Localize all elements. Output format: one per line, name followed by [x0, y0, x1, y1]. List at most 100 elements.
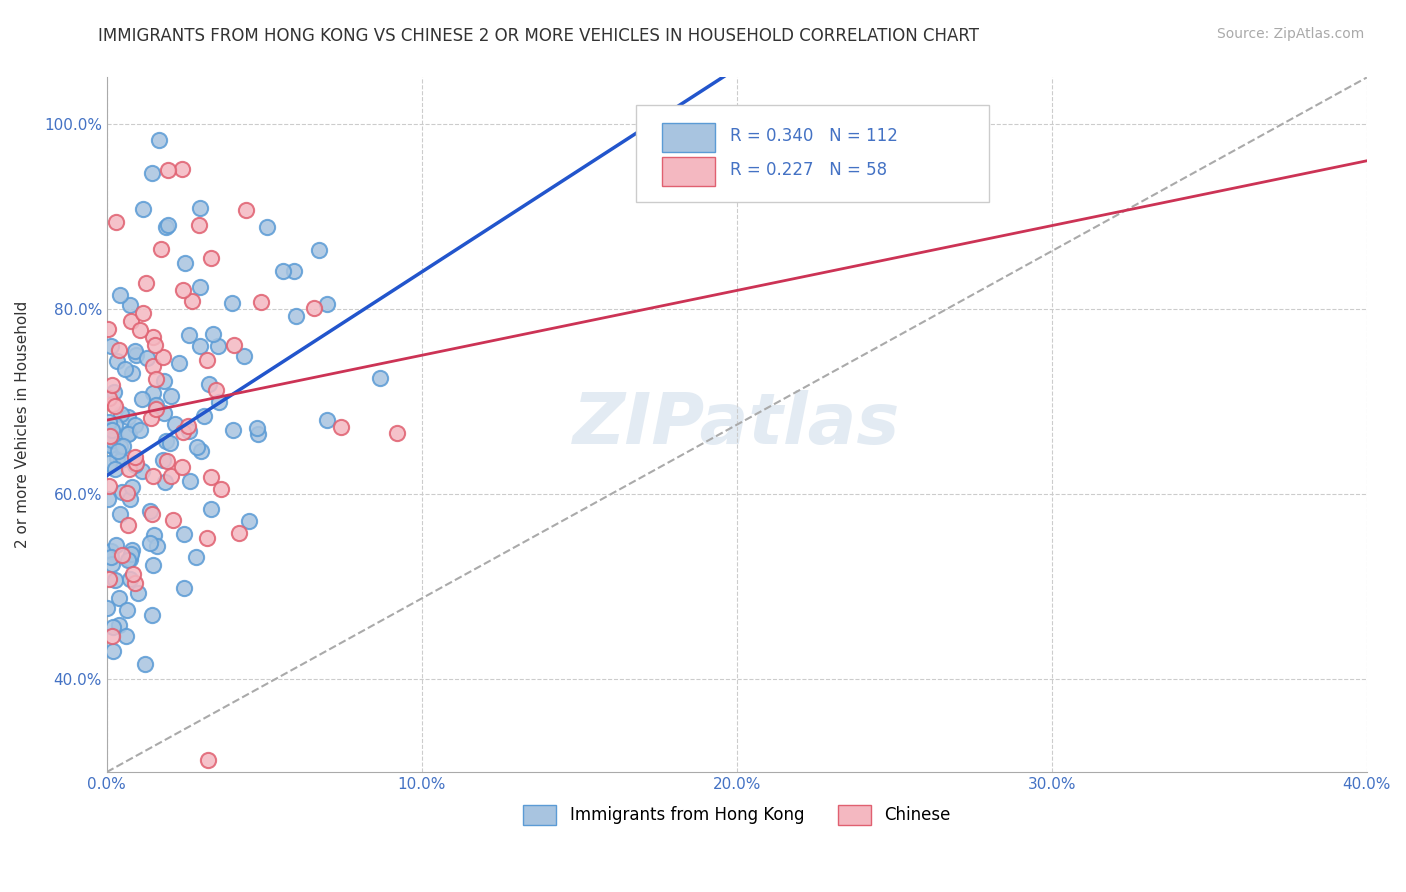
Point: [120, 572, 142, 586]
Point: [117, 425, 139, 440]
Point: [98, 434, 121, 448]
Point: [308, 244, 330, 258]
Point: [142, 330, 165, 344]
Point: [179, 474, 201, 488]
Text: ZIPatlas: ZIPatlas: [574, 390, 900, 459]
FancyBboxPatch shape: [662, 123, 716, 153]
Point: [169, 356, 191, 370]
Point: [103, 620, 125, 634]
Point: [188, 218, 211, 232]
Point: [124, 343, 146, 358]
Point: [114, 629, 136, 643]
Point: [98, 438, 121, 452]
Point: [170, 459, 193, 474]
Point: [117, 462, 139, 476]
Point: [121, 479, 143, 493]
Point: [97, 434, 120, 449]
Point: [125, 456, 148, 470]
Point: [111, 485, 134, 500]
Point: [124, 576, 146, 591]
Point: [145, 401, 167, 416]
Point: [107, 591, 129, 605]
Point: [228, 526, 250, 541]
Point: [98, 429, 121, 443]
Point: [204, 383, 226, 397]
Point: [105, 215, 128, 229]
Point: [188, 339, 211, 353]
Point: [142, 359, 165, 373]
Point: [97, 391, 120, 405]
Point: [246, 426, 269, 441]
Legend: Immigrants from Hong Kong, Chinese: Immigrants from Hong Kong, Chinese: [515, 797, 959, 833]
Point: [249, 295, 271, 310]
Point: [120, 313, 142, 327]
Point: [128, 323, 150, 337]
Point: [145, 539, 167, 553]
Point: [101, 423, 124, 437]
Point: [174, 256, 197, 270]
Point: [121, 543, 143, 558]
Point: [143, 338, 166, 352]
Point: [285, 310, 308, 324]
Point: [117, 517, 139, 532]
Point: [100, 549, 122, 564]
Point: [120, 552, 142, 566]
Point: [115, 602, 138, 616]
Point: [100, 557, 122, 571]
Point: [159, 469, 181, 483]
Point: [195, 352, 218, 367]
Text: IMMIGRANTS FROM HONG KONG VS CHINESE 2 OR MORE VEHICLES IN HOUSEHOLD CORRELATION: IMMIGRANTS FROM HONG KONG VS CHINESE 2 O…: [98, 27, 980, 45]
Point: [177, 328, 200, 343]
Point: [142, 527, 165, 541]
Point: [108, 507, 131, 521]
Point: [125, 348, 148, 362]
Point: [156, 453, 179, 467]
Point: [134, 657, 156, 672]
Point: [209, 482, 232, 496]
Point: [173, 581, 195, 595]
Point: [246, 421, 269, 435]
Point: [107, 450, 129, 465]
Point: [98, 572, 121, 586]
Point: [124, 450, 146, 464]
Point: [157, 163, 180, 178]
Point: [141, 608, 163, 623]
Point: [165, 417, 187, 431]
Point: [97, 456, 120, 470]
Point: [153, 475, 176, 489]
Point: [315, 413, 337, 427]
Point: [186, 440, 208, 454]
Point: [135, 276, 157, 290]
Point: [100, 339, 122, 353]
Point: [142, 558, 165, 572]
Point: [100, 544, 122, 558]
Point: [235, 203, 257, 218]
Point: [188, 280, 211, 294]
Point: [118, 298, 141, 312]
Point: [98, 479, 121, 493]
Point: [145, 372, 167, 386]
Point: [153, 406, 176, 420]
Point: [153, 375, 176, 389]
Point: [117, 427, 139, 442]
Point: [148, 133, 170, 147]
FancyBboxPatch shape: [662, 157, 716, 186]
Point: [179, 424, 201, 438]
Point: [115, 486, 138, 500]
Point: [104, 462, 127, 476]
Point: [190, 443, 212, 458]
Point: [101, 643, 124, 657]
Point: [188, 201, 211, 215]
Point: [117, 553, 139, 567]
Point: [121, 366, 143, 380]
Point: [124, 417, 146, 432]
Point: [222, 423, 245, 437]
Y-axis label: 2 or more Vehicles in Household: 2 or more Vehicles in Household: [15, 301, 30, 549]
Point: [132, 202, 155, 216]
Point: [110, 453, 132, 467]
Point: [197, 753, 219, 767]
Point: [162, 513, 184, 527]
Point: [155, 434, 177, 449]
Point: [103, 417, 125, 432]
Point: [173, 527, 195, 541]
